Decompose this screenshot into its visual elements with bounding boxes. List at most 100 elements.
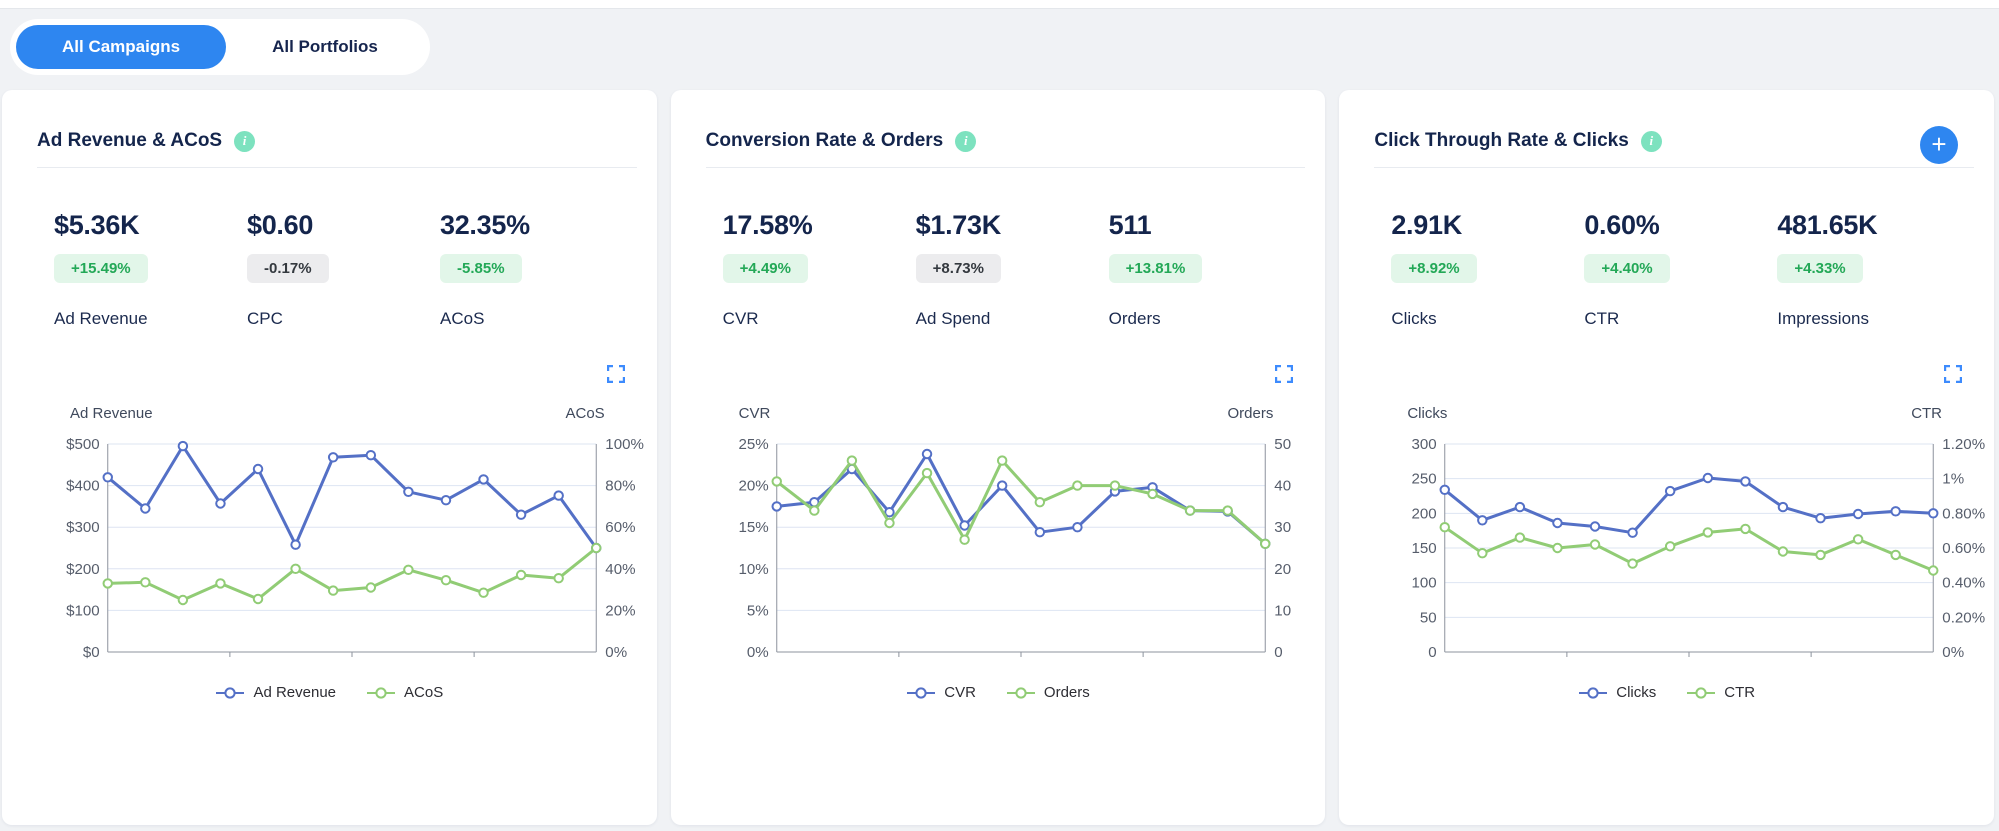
stat-value: 481.65K [1777, 210, 1878, 240]
change-badge: +15.49% [54, 254, 148, 283]
legend-item[interactable]: ACoS [366, 684, 443, 701]
legend-label: ACoS [404, 684, 444, 701]
stat-label: Orders [1108, 309, 1161, 328]
svg-text:0.60%: 0.60% [1943, 540, 1986, 557]
stat-block: $0.60 -0.17% CPC [247, 210, 440, 329]
svg-text:60%: 60% [605, 519, 635, 536]
expand-fullscreen-icon[interactable] [1944, 365, 1963, 383]
stat-value: $5.36K [54, 210, 140, 240]
toggle-all-campaigns[interactable]: All Campaigns [16, 25, 227, 69]
stat-block: 2.91K +8.92% Clicks [1391, 210, 1584, 329]
stat-block: $5.36K +15.49% Ad Revenue [54, 210, 247, 329]
legend-line-marker-icon [216, 686, 245, 699]
change-badge: +4.40% [1584, 254, 1670, 283]
svg-text:20%: 20% [605, 602, 635, 619]
change-badge: +4.49% [722, 254, 808, 283]
metric-card: Ad Revenue & ACoS i $5.36K +15.49% Ad Re… [2, 90, 657, 825]
divider [705, 167, 1306, 168]
svg-text:300: 300 [1412, 436, 1437, 453]
left-axis-title: CVR [738, 405, 771, 422]
svg-text:250: 250 [1412, 471, 1437, 488]
line-chart: 25% 50 20% 40 15% 30 10% 20 5% 10 0% 0 [738, 436, 1291, 661]
stat-block: 17.58% +4.49% CVR [722, 210, 916, 329]
svg-text:0: 0 [1429, 644, 1437, 661]
axis-titles-row: Ad Revenue ACoS [2, 405, 657, 422]
svg-text:50: 50 [1274, 436, 1291, 453]
axis-titles-row: CVR Orders [671, 405, 1326, 422]
stat-label: CTR [1584, 309, 1620, 328]
expand-fullscreen-icon[interactable] [606, 365, 625, 383]
svg-text:1.20%: 1.20% [1943, 436, 1986, 453]
scope-toggle: All Campaigns All Portfolios [10, 19, 430, 75]
svg-text:10%: 10% [738, 561, 768, 578]
svg-text:40%: 40% [605, 561, 635, 578]
divider [1374, 167, 1975, 168]
info-icon[interactable]: i [955, 130, 977, 152]
svg-text:0: 0 [1274, 644, 1282, 661]
stat-block: 0.60% +4.40% CTR [1584, 210, 1777, 329]
stat-block: $1.73K +8.73% Ad Spend [915, 210, 1109, 329]
svg-text:40: 40 [1274, 478, 1291, 495]
stat-label: Clicks [1391, 309, 1437, 328]
left-axis-title: Clicks [1407, 405, 1448, 422]
svg-text:0%: 0% [747, 644, 769, 661]
chart-toolbar [2, 365, 657, 383]
svg-text:1%: 1% [1943, 471, 1965, 488]
stat-block: 481.65K +4.33% Impressions [1777, 210, 1970, 329]
stat-label: Ad Revenue [54, 309, 148, 328]
svg-text:80%: 80% [605, 478, 635, 495]
stats-row: $5.36K +15.49% Ad Revenue $0.60 -0.17% C… [2, 210, 657, 329]
svg-text:$500: $500 [66, 436, 100, 453]
stat-value: 17.58% [722, 210, 813, 240]
stat-label: Ad Spend [915, 309, 991, 328]
svg-text:100%: 100% [605, 436, 644, 453]
legend-label: Ad Revenue [253, 684, 337, 701]
change-badge: +8.73% [915, 254, 1001, 283]
stat-value: 511 [1108, 210, 1152, 240]
stat-value: 2.91K [1391, 210, 1462, 240]
left-axis-title: Ad Revenue [70, 405, 153, 422]
svg-text:$400: $400 [66, 478, 100, 495]
legend-item[interactable]: Orders [1006, 684, 1090, 701]
legend-item[interactable]: Ad Revenue [215, 684, 336, 701]
change-badge: +13.81% [1108, 254, 1203, 283]
svg-text:100: 100 [1412, 575, 1437, 592]
legend-line-marker-icon [367, 686, 396, 699]
right-axis-title: ACoS [565, 405, 605, 422]
card-title-row: Ad Revenue & ACoS i [2, 130, 657, 152]
info-icon[interactable]: i [1640, 130, 1662, 152]
svg-text:0.40%: 0.40% [1943, 575, 1986, 592]
axis-titles-row: Clicks CTR [1339, 405, 1994, 422]
stat-label: ACoS [440, 309, 485, 328]
svg-text:30: 30 [1274, 519, 1291, 536]
stat-value: 32.35% [440, 210, 530, 240]
legend-label: Orders [1043, 684, 1090, 701]
svg-text:25%: 25% [738, 436, 768, 453]
card-title: Click Through Rate & Clicks [1374, 130, 1629, 151]
card-title: Ad Revenue & ACoS [37, 130, 223, 151]
line-chart: 300 1.20% 250 1% 200 0.80% 150 0.60% 100 0.40% 50 0… [1412, 436, 1986, 661]
toggle-all-portfolios[interactable]: All Portfolios [226, 25, 424, 69]
change-badge: -5.85% [440, 254, 522, 283]
legend-item[interactable]: CTR [1686, 684, 1755, 701]
stat-block: 32.35% -5.85% ACoS [440, 210, 633, 329]
top-header-strip [0, 0, 1999, 9]
stats-row: 2.91K +8.92% Clicks 0.60% +4.40% CTR 481… [1339, 210, 1994, 329]
svg-text:15%: 15% [738, 519, 768, 536]
add-metric-button[interactable]: + [1920, 126, 1959, 164]
card-title: Conversion Rate & Orders [705, 130, 944, 151]
legend-item[interactable]: CVR [906, 684, 976, 701]
legend-label: CVR [944, 684, 976, 701]
svg-text:$0: $0 [83, 644, 100, 661]
legend-label: CTR [1724, 684, 1756, 701]
divider [37, 167, 637, 168]
legend-item[interactable]: Clicks [1578, 684, 1656, 701]
expand-fullscreen-icon[interactable] [1275, 365, 1294, 383]
stat-label: CVR [722, 309, 759, 328]
change-badge: +8.92% [1391, 254, 1477, 283]
line-chart: $500 100% $400 80% $300 60% $200 40% $100 20% $0 0% [66, 436, 644, 661]
svg-text:0.80%: 0.80% [1943, 505, 1986, 522]
info-icon[interactable]: i [234, 130, 256, 152]
right-axis-title: CTR [1911, 405, 1943, 422]
legend-line-marker-icon [1579, 686, 1608, 699]
